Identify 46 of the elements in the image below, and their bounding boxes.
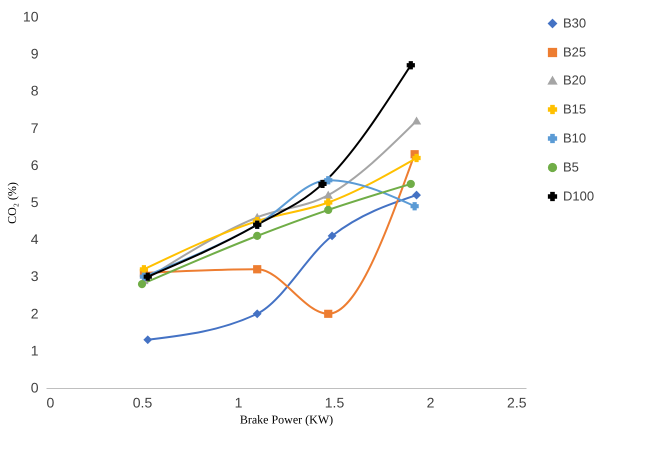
y-tick-label: 1 [30, 342, 39, 358]
point [138, 280, 146, 288]
x-tick-label: 2 [426, 394, 435, 410]
x-tick-label: 1 [234, 394, 243, 410]
point [328, 232, 336, 240]
y-tick-label: 0 [30, 380, 39, 396]
point [253, 265, 262, 274]
point [324, 176, 332, 184]
y-tick-label: 8 [30, 82, 39, 99]
point [140, 265, 148, 274]
x-tick-label: 1.5 [324, 394, 344, 410]
y-tick-label: 4 [30, 231, 39, 248]
point [412, 190, 421, 200]
point [253, 232, 262, 240]
point [412, 154, 421, 162]
point [253, 310, 262, 318]
y-tick-label: 2 [30, 305, 39, 322]
legend-label: B30 [563, 16, 586, 30]
legend-label: B15 [563, 102, 586, 116]
x-tick-label: 0.5 [132, 394, 152, 410]
point [410, 202, 419, 210]
x-axis-title: Brake Power (KW) [240, 412, 334, 426]
point [324, 310, 332, 318]
legend-label: D100 [563, 188, 594, 204]
point [144, 272, 152, 281]
point [318, 180, 327, 188]
y-tick-label: 7 [30, 120, 39, 136]
y-axis-title: CO₂ (%) [4, 182, 19, 224]
y-tick-label: 3 [30, 268, 39, 284]
point [412, 117, 421, 125]
y-tick-label: 10 [22, 8, 39, 24]
x-tick-label: 2.5 [507, 394, 527, 410]
legend-label: B20 [563, 72, 586, 88]
y-tick-label: 5 [30, 194, 39, 210]
point [144, 336, 152, 344]
point [406, 61, 415, 70]
legend-label: B25 [563, 44, 586, 60]
point [324, 198, 332, 207]
y-tick-label: 9 [30, 46, 39, 62]
point [324, 206, 332, 214]
x-tick-label: 0 [46, 394, 54, 410]
legend-label: B5 [563, 160, 579, 174]
point [324, 191, 332, 199]
y-tick-label: 6 [30, 156, 39, 173]
legend-label: B10 [563, 130, 586, 146]
point [406, 180, 415, 188]
